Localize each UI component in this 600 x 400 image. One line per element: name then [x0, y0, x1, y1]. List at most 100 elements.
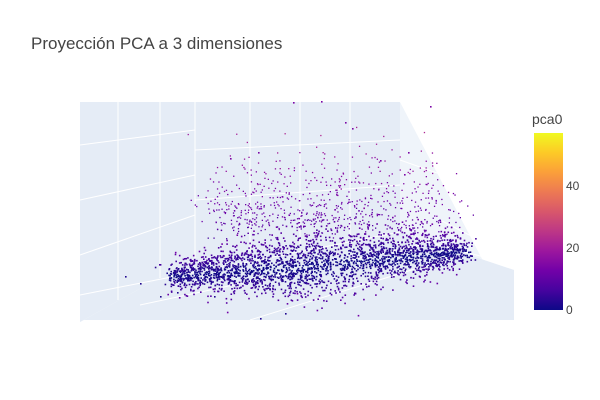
- scatter-point: [369, 239, 372, 242]
- scatter-point: [423, 239, 425, 242]
- scatter-point: [405, 220, 407, 222]
- scatter-point: [417, 253, 419, 255]
- scatter-point: [388, 249, 391, 251]
- scatter-point: [423, 131, 426, 134]
- scatter-point: [363, 258, 366, 260]
- scatter-point: [394, 192, 396, 194]
- scatter-point: [352, 271, 354, 273]
- scatter-point: [303, 281, 306, 284]
- scatter-point: [370, 272, 372, 274]
- scatter-point: [223, 278, 225, 281]
- scatter-point: [401, 231, 404, 234]
- scatter-point: [391, 149, 393, 151]
- scatter-point: [245, 273, 248, 275]
- scatter-point: [238, 216, 240, 218]
- right-pane: [400, 102, 514, 320]
- scatter-point: [196, 271, 199, 274]
- scatter-point: [259, 183, 261, 185]
- scatter-point: [385, 237, 388, 240]
- scatter-point: [321, 251, 323, 253]
- scatter-point: [328, 222, 331, 225]
- scatter-point: [449, 246, 451, 249]
- scatter-point: [391, 270, 393, 272]
- scatter-point: [457, 250, 460, 252]
- scatter-point: [277, 238, 279, 241]
- scatter-point: [432, 238, 435, 240]
- scatter-point: [362, 288, 364, 291]
- scatter-point: [371, 254, 373, 256]
- scatter-point: [422, 261, 424, 264]
- scatter-point: [318, 295, 321, 297]
- scatter-point: [357, 256, 360, 258]
- scatter-point: [269, 234, 271, 236]
- scatter-point: [348, 250, 350, 252]
- scatter-point: [224, 223, 226, 225]
- scatter-point: [393, 243, 395, 245]
- scatter-point: [378, 250, 380, 253]
- scatter-point: [377, 271, 380, 274]
- scatter-point: [432, 243, 435, 246]
- scatter-point: [236, 254, 239, 257]
- scatter-point: [454, 263, 457, 265]
- scatter-point: [406, 196, 408, 198]
- scatter-point: [322, 289, 324, 292]
- scatter-point: [194, 282, 196, 284]
- scatter-point: [382, 242, 385, 244]
- scatter-point: [247, 226, 250, 228]
- scatter-point: [247, 254, 250, 256]
- scatter-point: [415, 191, 417, 193]
- scatter-point: [416, 242, 419, 245]
- scatter-point: [367, 201, 370, 203]
- scatter-point: [439, 240, 441, 242]
- scatter-point: [406, 239, 409, 241]
- scatter-point: [458, 248, 460, 251]
- scatter-point: [372, 254, 374, 256]
- scatter-point: [241, 276, 244, 279]
- scatter-point: [406, 251, 408, 253]
- scatter-point: [332, 263, 335, 266]
- scatter-point: [228, 271, 230, 274]
- scatter-point: [290, 206, 292, 208]
- scatter-point: [200, 277, 202, 279]
- scatter-point: [263, 275, 265, 278]
- scatter-point: [325, 287, 327, 289]
- scatter-point: [326, 249, 328, 252]
- scatter-point: [300, 284, 302, 287]
- scatter-point: [448, 244, 450, 247]
- scatter-point: [325, 207, 328, 209]
- scatter-point: [229, 276, 232, 278]
- scatter-point: [241, 259, 243, 262]
- scatter-point: [256, 183, 259, 185]
- scatter-point: [309, 245, 311, 248]
- scatter-point: [255, 267, 257, 270]
- scatter-point: [417, 269, 420, 271]
- scatter-point: [431, 258, 433, 261]
- scatter-point: [311, 286, 313, 289]
- scatter-point: [381, 248, 384, 251]
- scatter-point: [446, 233, 448, 235]
- scatter-point: [218, 272, 220, 275]
- scatter-point: [358, 233, 360, 235]
- scatter-point: [314, 259, 317, 262]
- scatter-point: [241, 252, 243, 255]
- scatter-point: [461, 250, 464, 252]
- scatter-point: [209, 260, 211, 262]
- scatter-point: [323, 219, 325, 221]
- scatter-point: [279, 196, 281, 199]
- scatter-point: [331, 246, 333, 248]
- scatter-point: [316, 267, 318, 270]
- scatter-point: [448, 252, 451, 254]
- scatter-point: [184, 293, 186, 296]
- scatter-point: [265, 261, 267, 264]
- scatter-point: [374, 259, 376, 262]
- scatter-point: [237, 263, 240, 265]
- scatter-point: [258, 208, 260, 210]
- scatter-point: [335, 264, 337, 267]
- scatter-point: [258, 226, 260, 228]
- scatter-point: [313, 223, 315, 225]
- scatter-point: [354, 268, 356, 270]
- scatter-point: [358, 260, 361, 262]
- scatter-point: [349, 243, 351, 246]
- scatter-point: [408, 243, 410, 246]
